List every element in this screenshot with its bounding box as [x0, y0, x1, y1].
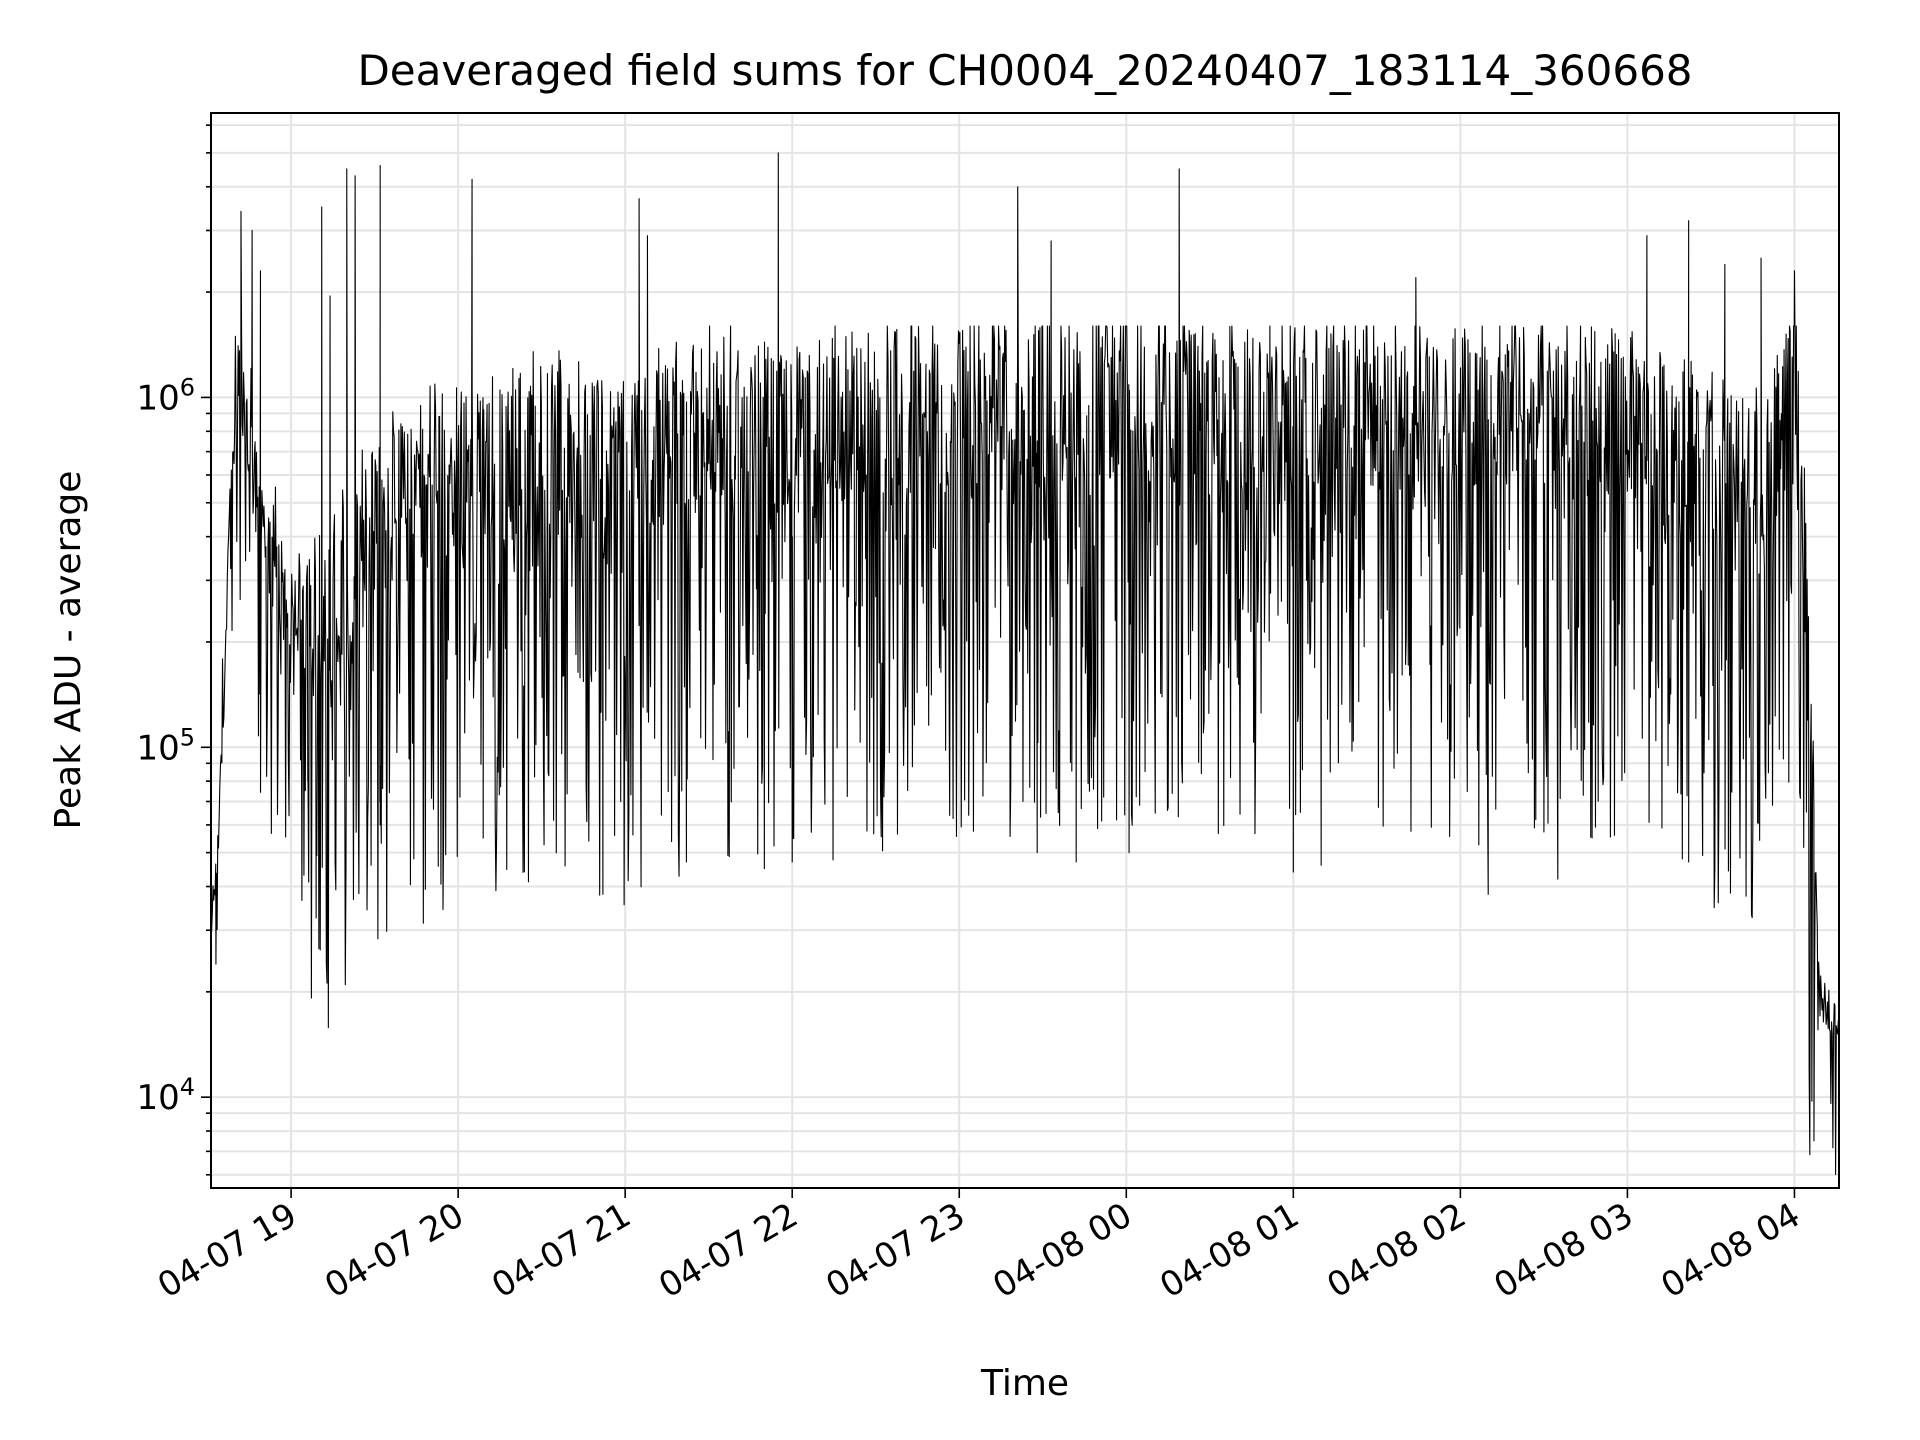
- y-tick-label-exponent: 6: [180, 373, 195, 401]
- y-axis-label: Peak ADU - average: [48, 471, 89, 830]
- y-tick-label-exponent: 4: [180, 1073, 195, 1101]
- y-tick-label-base: 10: [136, 728, 179, 768]
- y-tick-label: 104: [136, 1073, 195, 1118]
- data-series: [210, 152, 1840, 1176]
- grid-lines: [211, 113, 1839, 1188]
- x-axis-label: Time: [980, 1363, 1069, 1404]
- y-tick-label: 106: [136, 373, 195, 418]
- chart-title: Deaveraged field sums for CH0004_2024040…: [357, 46, 1692, 95]
- y-tick-label: 105: [136, 723, 195, 768]
- y-tick-label-base: 10: [136, 1078, 179, 1118]
- y-tick-label-base: 10: [136, 378, 179, 418]
- series-line: [210, 152, 1840, 1176]
- y-tick-label-exponent: 5: [180, 723, 195, 751]
- plot-area-frame: [210, 112, 1840, 1189]
